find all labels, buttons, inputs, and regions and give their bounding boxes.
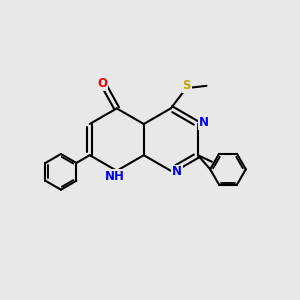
Text: O: O xyxy=(98,77,107,90)
Text: N: N xyxy=(199,116,209,129)
Text: N: N xyxy=(172,166,182,178)
Text: S: S xyxy=(183,79,191,92)
Text: NH: NH xyxy=(105,170,125,183)
